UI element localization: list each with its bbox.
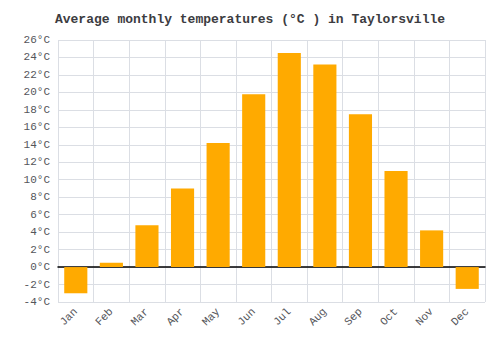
svg-text:26°C: 26°C	[24, 34, 51, 46]
svg-text:4°C: 4°C	[30, 226, 50, 238]
svg-text:Jun: Jun	[235, 306, 257, 328]
svg-text:10°C: 10°C	[24, 174, 51, 186]
svg-text:14°C: 14°C	[24, 139, 51, 151]
svg-text:Oct: Oct	[378, 306, 400, 328]
svg-text:12°C: 12°C	[24, 156, 51, 168]
svg-text:18°C: 18°C	[24, 104, 51, 116]
svg-text:22°C: 22°C	[24, 69, 51, 81]
svg-text:Mar: Mar	[129, 306, 151, 328]
svg-text:Average monthly temperatures (: Average monthly temperatures (°C ) in Ta…	[55, 12, 445, 27]
svg-text:Aug: Aug	[307, 306, 329, 328]
svg-text:Apr: Apr	[164, 306, 186, 328]
svg-text:6°C: 6°C	[30, 209, 50, 221]
svg-text:-4°C: -4°C	[24, 296, 51, 308]
svg-text:16°C: 16°C	[24, 121, 51, 133]
svg-text:8°C: 8°C	[30, 191, 50, 203]
svg-text:Jan: Jan	[58, 306, 80, 328]
svg-text:Dec: Dec	[449, 306, 471, 328]
svg-text:24°C: 24°C	[24, 51, 51, 63]
svg-text:-2°C: -2°C	[24, 279, 51, 291]
svg-text:Nov: Nov	[413, 305, 436, 328]
svg-text:May: May	[200, 305, 223, 328]
svg-text:20°C: 20°C	[24, 86, 51, 98]
svg-text:Feb: Feb	[93, 306, 115, 328]
svg-text:0°C: 0°C	[30, 261, 50, 273]
svg-text:Sep: Sep	[342, 306, 364, 328]
svg-text:Jul: Jul	[271, 306, 293, 328]
svg-text:2°C: 2°C	[30, 244, 50, 256]
